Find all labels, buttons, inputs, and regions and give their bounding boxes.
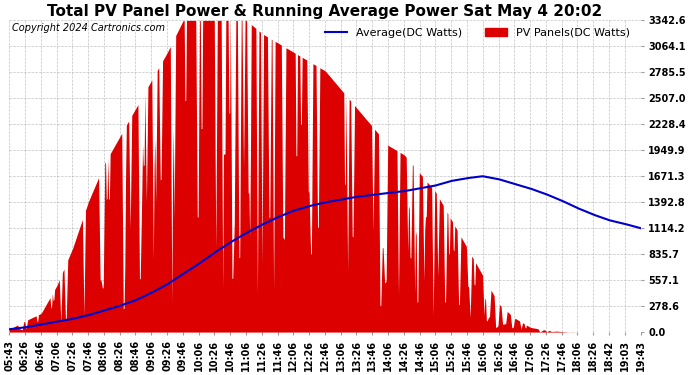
Title: Total PV Panel Power & Running Average Power Sat May 4 20:02: Total PV Panel Power & Running Average P… [47, 4, 602, 19]
Legend: Average(DC Watts), PV Panels(DC Watts): Average(DC Watts), PV Panels(DC Watts) [321, 24, 634, 42]
Text: Copyright 2024 Cartronics.com: Copyright 2024 Cartronics.com [12, 24, 166, 33]
